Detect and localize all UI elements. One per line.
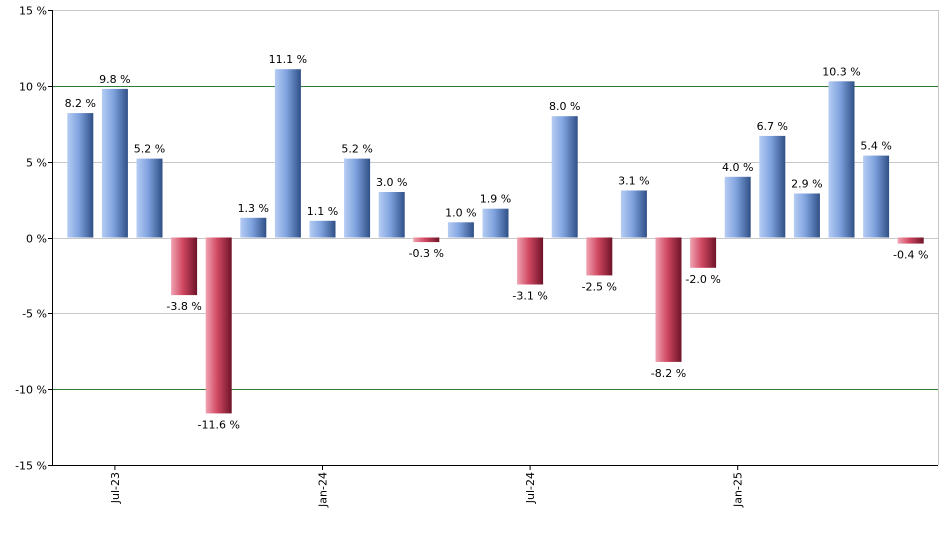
data-label: -3.8 % (166, 300, 201, 313)
y-tick-label: -15 % (15, 460, 47, 473)
x-tick-label: Jan-25 (732, 472, 745, 508)
x-tick-label: Jul-23 (109, 472, 122, 504)
y-tick-label: 0 % (26, 233, 47, 246)
bar-may-25 (863, 155, 890, 238)
y-tick-label: -10 % (15, 384, 47, 397)
y-tick-labels: 15 % 10 % 5 % 0 % -5 % -10 % -15 % (15, 5, 47, 473)
data-label: 3.0 % (376, 176, 407, 189)
bar-oct-23 (205, 237, 232, 414)
bar-feb-24 (344, 158, 371, 238)
data-label: 5.2 % (134, 143, 165, 156)
data-label: 1.1 % (307, 205, 338, 218)
data-label: 9.8 % (99, 73, 130, 86)
bars (67, 69, 924, 414)
y-tick-label: 5 % (26, 157, 47, 170)
y-tick-label: -5 % (22, 308, 47, 321)
bar-dec-23 (274, 69, 301, 238)
data-label: 10.3 % (822, 65, 860, 78)
data-label: 11.1 % (269, 53, 307, 66)
data-label: -8.2 % (651, 367, 686, 380)
data-label: 8.2 % (65, 97, 96, 110)
bar-mar-25 (793, 193, 820, 238)
data-labels: 8.2 %9.8 % 5.2 % -3.8 % -11.6 % 1.3 % 11.1 % 1… (65, 53, 929, 431)
bar-jun-25 (897, 237, 924, 244)
bar-jul-23 (101, 88, 128, 238)
bar-oct-24 (620, 190, 647, 238)
x-tick-label: Jul-24 (524, 472, 537, 504)
bar-apr-25 (828, 81, 855, 238)
data-label: 1.3 % (238, 202, 269, 215)
bar-nov-23 (240, 217, 267, 238)
data-label: 3.1 % (618, 175, 649, 188)
bar-sep-24 (586, 237, 613, 276)
x-tick-label: Jan-24 (317, 472, 330, 508)
data-label: 6.7 % (757, 120, 788, 133)
data-label: 4.0 % (722, 161, 753, 174)
bar-jan-25 (724, 176, 751, 238)
data-label: -2.5 % (582, 280, 617, 293)
bar-aug-24 (551, 116, 578, 238)
axes (48, 10, 938, 470)
data-label: 2.9 % (791, 178, 822, 191)
bar-jun-23 (67, 113, 94, 238)
bar-feb-25 (759, 135, 786, 238)
bar-jan-24 (309, 220, 336, 238)
data-label: -3.1 % (512, 290, 547, 303)
bar-jun-24 (482, 208, 509, 238)
x-tick-labels: Jul-23 Jan-24 Jul-24 Jan-25 (109, 472, 745, 508)
bar-jul-24 (517, 237, 544, 285)
bar-may-24 (447, 222, 474, 238)
data-label: 1.9 % (480, 193, 511, 206)
bar-aug-23 (136, 158, 163, 238)
data-label: 8.0 % (549, 100, 580, 113)
data-label: -2.0 % (685, 273, 720, 286)
bar-sep-23 (171, 237, 198, 296)
data-label: 5.4 % (860, 140, 891, 153)
data-label: -11.6 % (197, 418, 239, 431)
reference-lines (52, 86, 938, 390)
y-tick-label: 10 % (19, 81, 47, 94)
data-label: 5.2 % (341, 143, 372, 156)
y-tick-label: 15 % (19, 5, 47, 18)
data-label: 1.0 % (445, 206, 476, 219)
bar-apr-24 (413, 237, 440, 243)
bar-nov-24 (655, 237, 682, 362)
data-label: -0.3 % (409, 247, 444, 260)
bar-mar-24 (378, 192, 405, 238)
bar-dec-24 (690, 237, 717, 268)
data-label: -0.4 % (893, 249, 928, 262)
